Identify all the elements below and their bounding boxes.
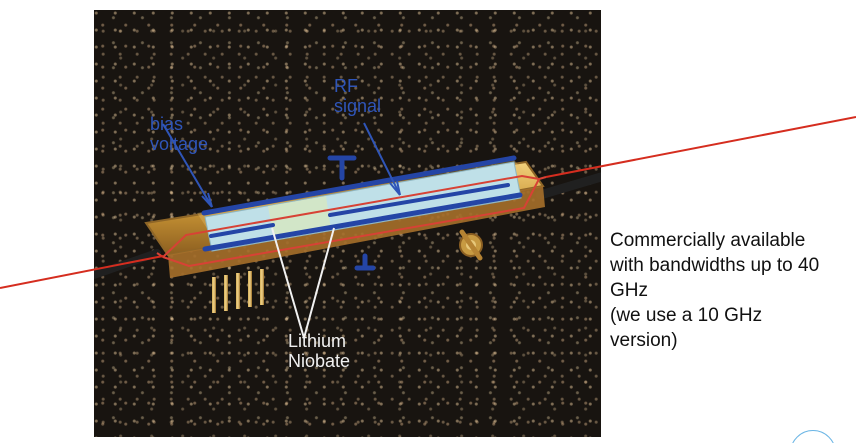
- modulator-illustration: [94, 122, 601, 339]
- caption-line-3: GHz: [610, 280, 648, 301]
- pointer-lines: [162, 122, 401, 339]
- caption-line-2: with bandwidths up to 40: [610, 255, 820, 276]
- electrodes: [201, 155, 523, 271]
- rf-signal-label: RF signal: [334, 76, 382, 116]
- caption-line-5: version): [610, 330, 678, 351]
- lithium-niobate-label: Lithium Niobate: [288, 331, 351, 371]
- connector-pins: [212, 269, 264, 313]
- waveguide-paths: [156, 174, 547, 268]
- caption-line-4: (we use a 10 GHz: [610, 305, 763, 326]
- modulator-caption: Commercially available with bandwidths u…: [610, 228, 852, 353]
- caption-line-1: Commercially available: [610, 230, 806, 251]
- modulator-photo: RF signal bias voltage Lithium Niobate: [94, 10, 601, 437]
- partial-logo: [790, 430, 836, 443]
- rf-connector: [459, 229, 483, 261]
- bias-voltage-label: bias voltage: [150, 114, 209, 154]
